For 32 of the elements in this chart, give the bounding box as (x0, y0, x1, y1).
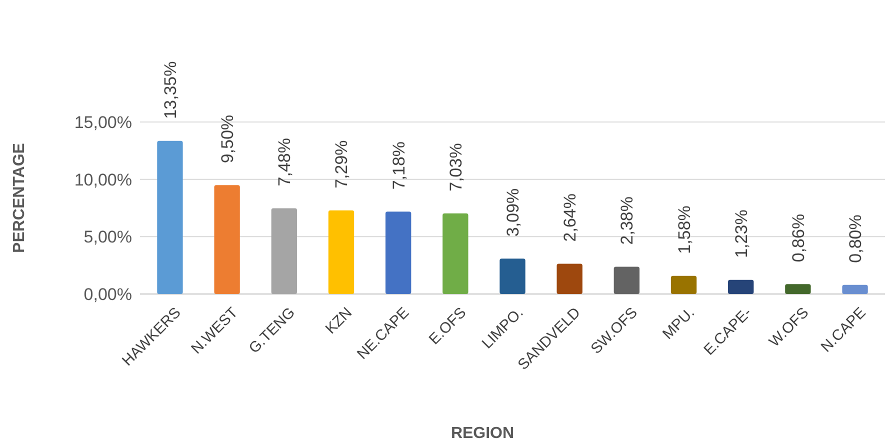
data-label: 7,29% (332, 140, 352, 188)
bar (728, 280, 754, 294)
bar (842, 284, 868, 294)
y-tick-label: 15,00% (74, 112, 132, 132)
data-label: 3,09% (504, 188, 522, 237)
data-label: 7,18% (389, 141, 408, 190)
x-axis-title: REGION (450, 425, 514, 442)
bar (500, 258, 526, 294)
bar (614, 266, 640, 294)
data-label: 7,48% (275, 138, 294, 186)
bar (385, 212, 412, 294)
data-label: 1,23% (732, 210, 751, 258)
bar (556, 264, 582, 294)
bar (328, 210, 354, 294)
y-axis-title: PERCENTAGE (11, 142, 28, 253)
data-label: 13,35% (160, 61, 180, 119)
bar (670, 276, 697, 294)
data-label: 7,03% (446, 143, 466, 192)
data-label: 2,38% (618, 196, 637, 245)
data-label: 1,58% (674, 206, 694, 254)
bar (271, 208, 297, 294)
bar (157, 140, 183, 294)
data-label: 0,86% (788, 214, 808, 262)
data-label: 2,64% (560, 194, 580, 242)
y-tick-label: 0,00% (84, 284, 132, 304)
data-label: 9,50% (218, 114, 238, 164)
data-label: 0,80% (846, 214, 866, 263)
y-tick-label: 5,00% (84, 228, 132, 247)
bar (214, 185, 240, 294)
bar (785, 284, 811, 294)
y-tick-label: 10,00% (74, 170, 132, 190)
bar (442, 213, 468, 294)
